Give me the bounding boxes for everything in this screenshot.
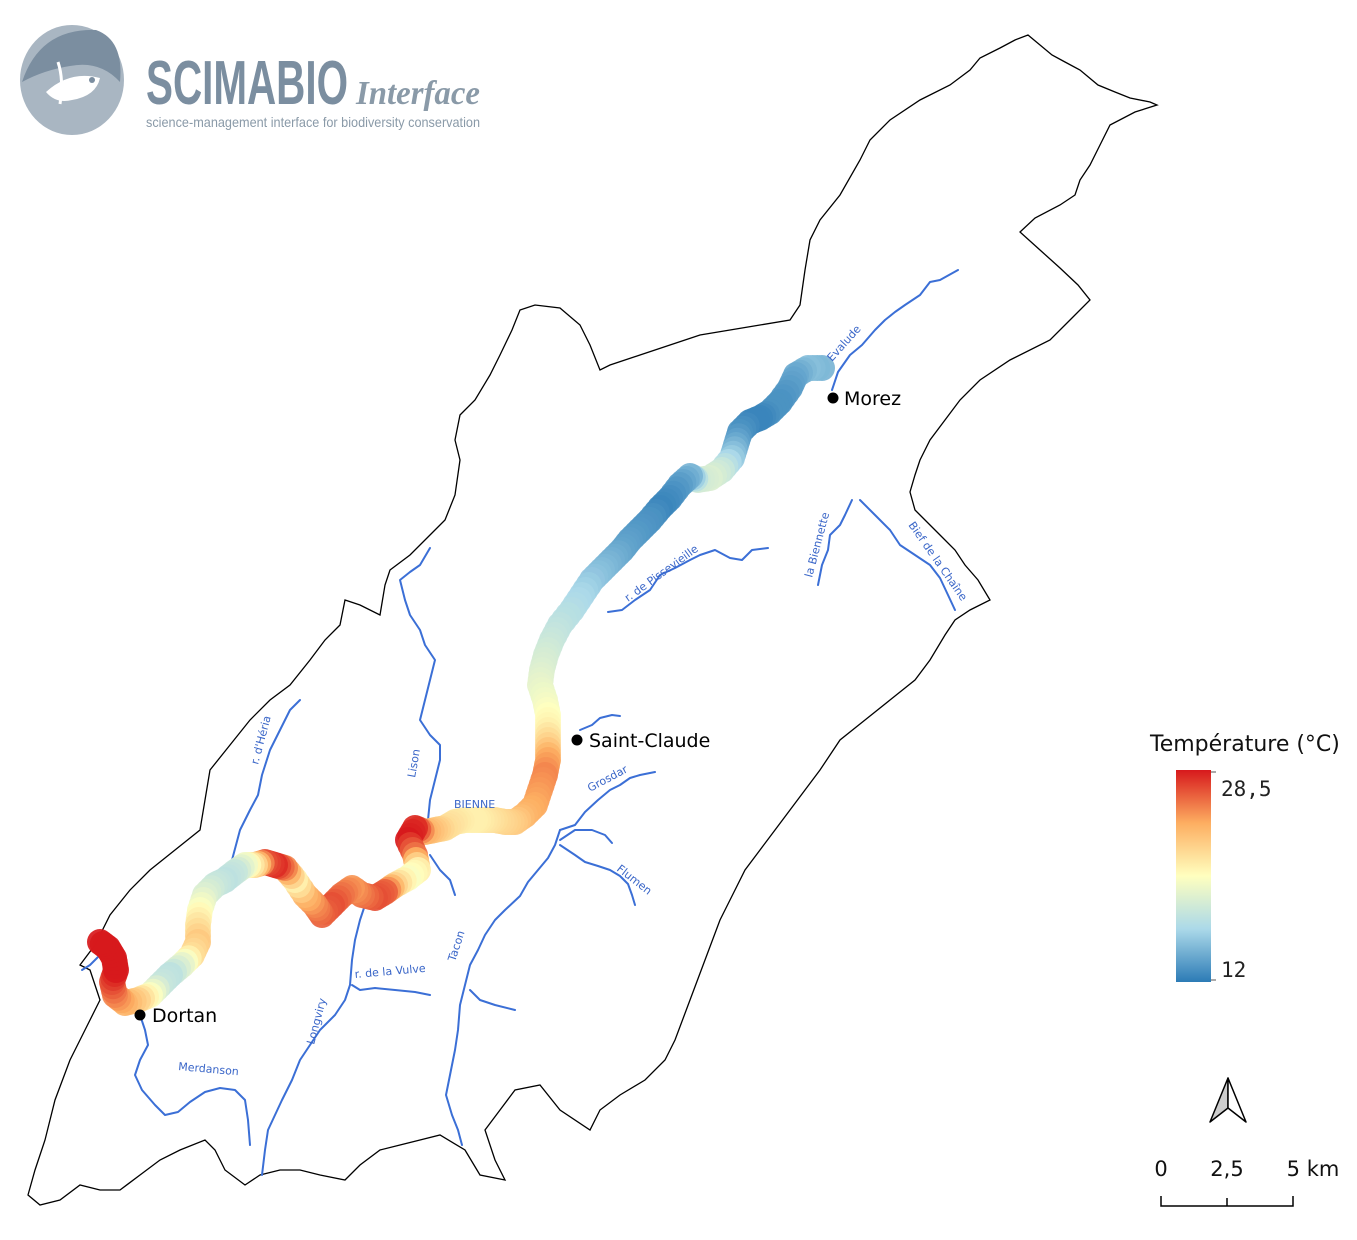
- scale-label-5km: 5 km: [1287, 1157, 1340, 1181]
- legend-max-label: 28,5: [1221, 777, 1272, 801]
- legend-title: Température (°C): [1149, 732, 1340, 757]
- river-label-tacon: Tacon: [445, 929, 467, 964]
- town-marker-saint-claude: [571, 734, 583, 746]
- logo-subtitle: Interface: [355, 75, 480, 112]
- logo-title: SCIMABIO: [146, 49, 348, 118]
- river-label-heria: r. d'Héria: [248, 714, 273, 766]
- logo-tagline: science-management interface for biodive…: [146, 114, 480, 130]
- town-label-morez: Morez: [844, 388, 901, 410]
- town-marker-morez: [827, 392, 839, 404]
- north-arrow-icon: [1209, 1077, 1247, 1123]
- towns: Morez Saint-Claude Dortan: [134, 388, 901, 1027]
- river-label-vulve: r. de la Vulve: [354, 962, 426, 981]
- river-label-flumen: Flumen: [614, 862, 654, 897]
- town-label-dortan: Dortan: [152, 1005, 217, 1027]
- watershed-boundary: [27, 34, 1159, 1206]
- town-label-saint-claude: Saint-Claude: [589, 730, 710, 752]
- river-label-longviry: Longviry: [304, 996, 329, 1045]
- river-label-grosdar: Grosdar: [585, 763, 630, 795]
- legend-color-ramp: [1176, 770, 1211, 982]
- scale-label-0: 0: [1154, 1157, 1167, 1181]
- temperature-sample-point: [87, 929, 113, 955]
- legend-min-label: 12: [1221, 958, 1246, 982]
- river-network: [81, 269, 959, 1176]
- river-labels: Evalude la Biennette Bief de la Chaîne r…: [178, 322, 970, 1078]
- town-marker-dortan: [134, 1009, 146, 1021]
- river-label-evalude: Evalude: [825, 322, 864, 364]
- river-label-merdanson: Merdanson: [178, 1060, 240, 1078]
- scale-bar: 0 2,5 5 km: [1154, 1157, 1340, 1207]
- temperature-track: [87, 355, 835, 1016]
- legend: Température (°C) 28,5 12: [1149, 732, 1340, 982]
- scimabio-logo: SCIMABIO Interface science-management in…: [20, 25, 480, 135]
- fish-icon: [20, 25, 124, 135]
- river-label-bienne: BIENNE: [454, 798, 495, 811]
- river-label-lison: Lison: [405, 748, 423, 778]
- scale-label-2-5: 2,5: [1210, 1157, 1243, 1181]
